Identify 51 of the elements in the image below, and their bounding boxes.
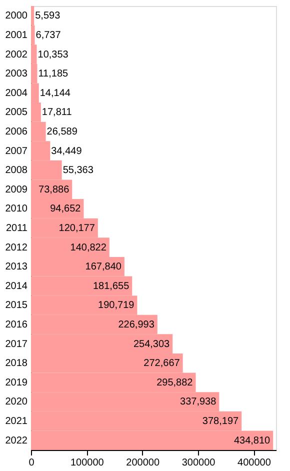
x-tick-label: 200000 <box>126 458 160 468</box>
data-label: 337,938 <box>180 396 217 408</box>
y-tick-label: 2008 <box>5 165 28 176</box>
x-tick-label: 0 <box>28 458 35 468</box>
y-tick-label: 2022 <box>5 435 28 446</box>
y-tick-label: 2003 <box>5 68 28 80</box>
y-tick-label: 2012 <box>5 242 28 254</box>
data-label: 140,822 <box>70 242 107 254</box>
x-tick-label: 100000 <box>70 458 104 468</box>
data-label: 73,886 <box>38 184 70 196</box>
data-label: 120,177 <box>58 223 96 234</box>
y-tick-label: 2006 <box>5 126 28 138</box>
data-label: 226,993 <box>118 320 155 331</box>
y-tick-label: 2009 <box>5 184 28 196</box>
data-label: 434,810 <box>234 435 271 446</box>
y-tick-label: 2001 <box>5 30 28 41</box>
data-label: 10,353 <box>38 49 69 60</box>
y-tick-label: 2017 <box>5 338 28 350</box>
y-tick-label: 2007 <box>5 146 28 157</box>
data-label: 272,667 <box>144 358 180 370</box>
y-tick-label: 2002 <box>5 49 28 60</box>
data-label: 14,144 <box>40 88 71 99</box>
y-tick-label: 2020 <box>5 396 28 408</box>
data-label: 6,737 <box>36 30 62 41</box>
y-tick-label: 2016 <box>5 320 28 331</box>
y-tick-label: 2005 <box>5 107 28 118</box>
data-label: 55,363 <box>62 165 94 176</box>
data-label: 190,719 <box>98 300 135 312</box>
y-tick-label: 2019 <box>5 377 28 388</box>
data-label: 11,185 <box>38 68 69 80</box>
y-tick-label: 2015 <box>5 300 28 312</box>
data-label: 378,197 <box>202 416 240 428</box>
data-label: 167,840 <box>85 262 122 273</box>
y-tick-label: 2021 <box>5 416 28 428</box>
data-label: 94,652 <box>50 204 82 215</box>
data-label: 26,589 <box>46 126 78 138</box>
data-label: 17,811 <box>42 107 72 118</box>
data-label: 181,655 <box>92 280 130 292</box>
y-tick-label: 2004 <box>5 88 28 99</box>
y-tick-label: 2014 <box>5 280 28 292</box>
y-tick-label: 2000 <box>5 10 28 22</box>
data-label: 5,593 <box>35 10 61 22</box>
data-label: 254,303 <box>133 338 170 350</box>
data-label: 34,449 <box>51 146 82 157</box>
y-tick-label: 2013 <box>5 262 28 273</box>
data-label: 295,882 <box>156 377 194 388</box>
x-tick-label: 400000 <box>238 458 272 468</box>
y-tick-label: 2011 <box>6 223 28 234</box>
x-tick-label: 300000 <box>182 458 216 468</box>
y-tick-label: 2010 <box>5 204 28 215</box>
y-tick-label: 2018 <box>5 358 28 370</box>
